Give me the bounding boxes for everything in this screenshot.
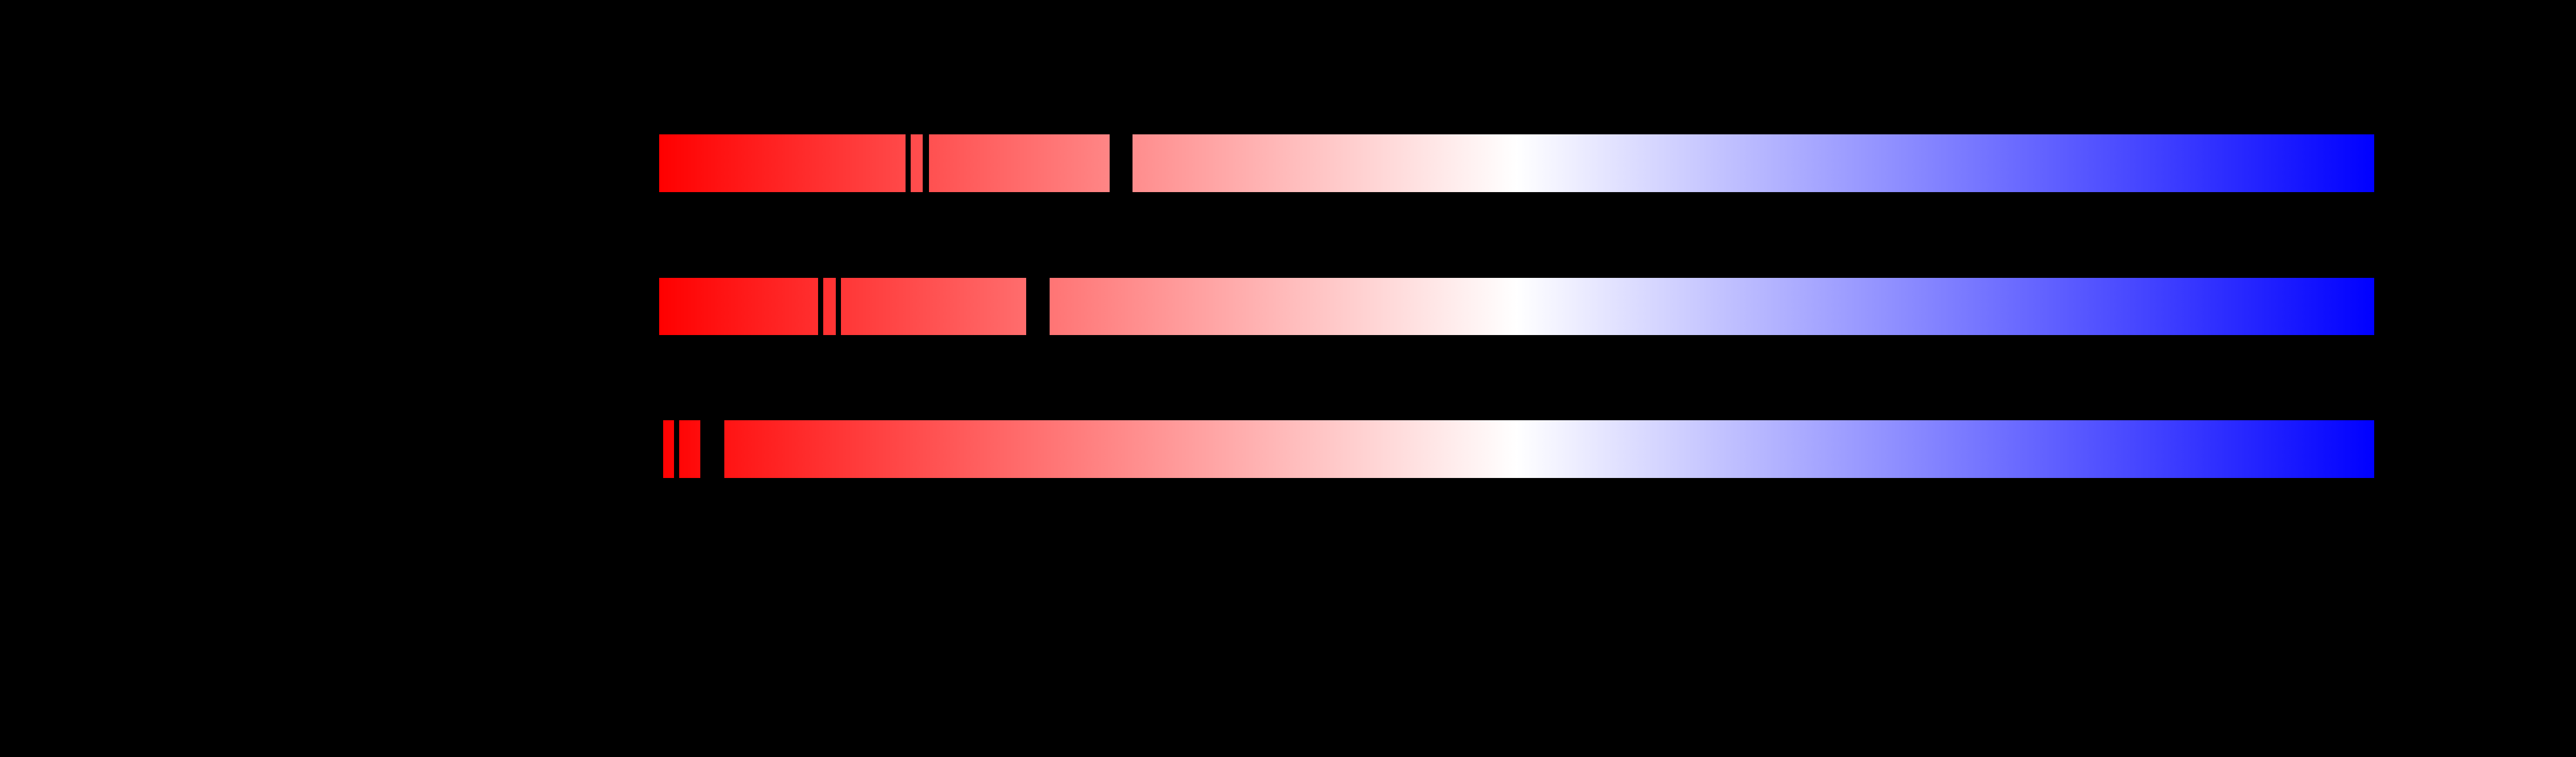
tick-mark [674, 420, 680, 478]
tick-mark [1026, 278, 1050, 335]
tick-mark [818, 278, 824, 335]
tick-mark [923, 134, 929, 192]
gradient-strip [659, 420, 2374, 478]
gradient-strip [659, 278, 2374, 335]
gradient-strip [659, 134, 2374, 192]
tick-mark [836, 278, 841, 335]
tick-mark [906, 134, 911, 192]
tick-mark [659, 420, 663, 478]
tick-mark [1110, 134, 1133, 192]
tick-mark [700, 420, 724, 478]
